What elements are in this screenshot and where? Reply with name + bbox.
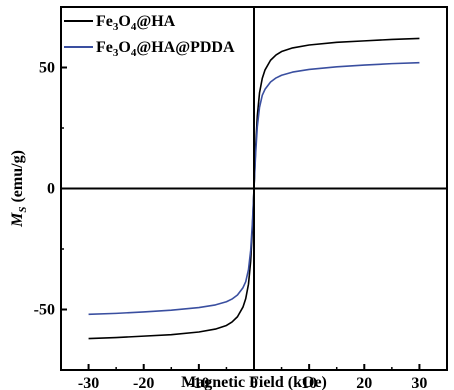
y-axis-title-sub: S [17, 207, 29, 213]
y-axis-title: MS (emu/g) [9, 150, 29, 228]
legend-label: Fe3O4@HA@PDDA [96, 39, 235, 59]
x-tick-label: -20 [133, 375, 154, 390]
y-tick-label: 0 [47, 181, 55, 198]
x-tick-label: -30 [78, 375, 99, 390]
x-axis-title: Magnetic Field (kOe) [181, 374, 327, 390]
x-tick-label: 10 [301, 375, 317, 390]
x-tick-label: 20 [356, 375, 372, 390]
x-tick-label: 30 [411, 375, 427, 390]
legend: Fe3O4@HA Fe3O4@HA@PDDA [64, 13, 235, 59]
y-tick-label: -50 [34, 302, 55, 319]
legend-label: Fe3O4@HA [96, 13, 176, 33]
y-tick-label: 50 [39, 60, 55, 77]
axes: -30 -20 -10 0 10 20 30 -50 0 50 [34, 6, 448, 390]
y-axis-title-main: M [9, 212, 26, 228]
x-tick-label: -10 [188, 375, 209, 390]
x-tick-label: 0 [250, 375, 258, 390]
y-axis-title-rest: (emu/g) [9, 150, 26, 206]
